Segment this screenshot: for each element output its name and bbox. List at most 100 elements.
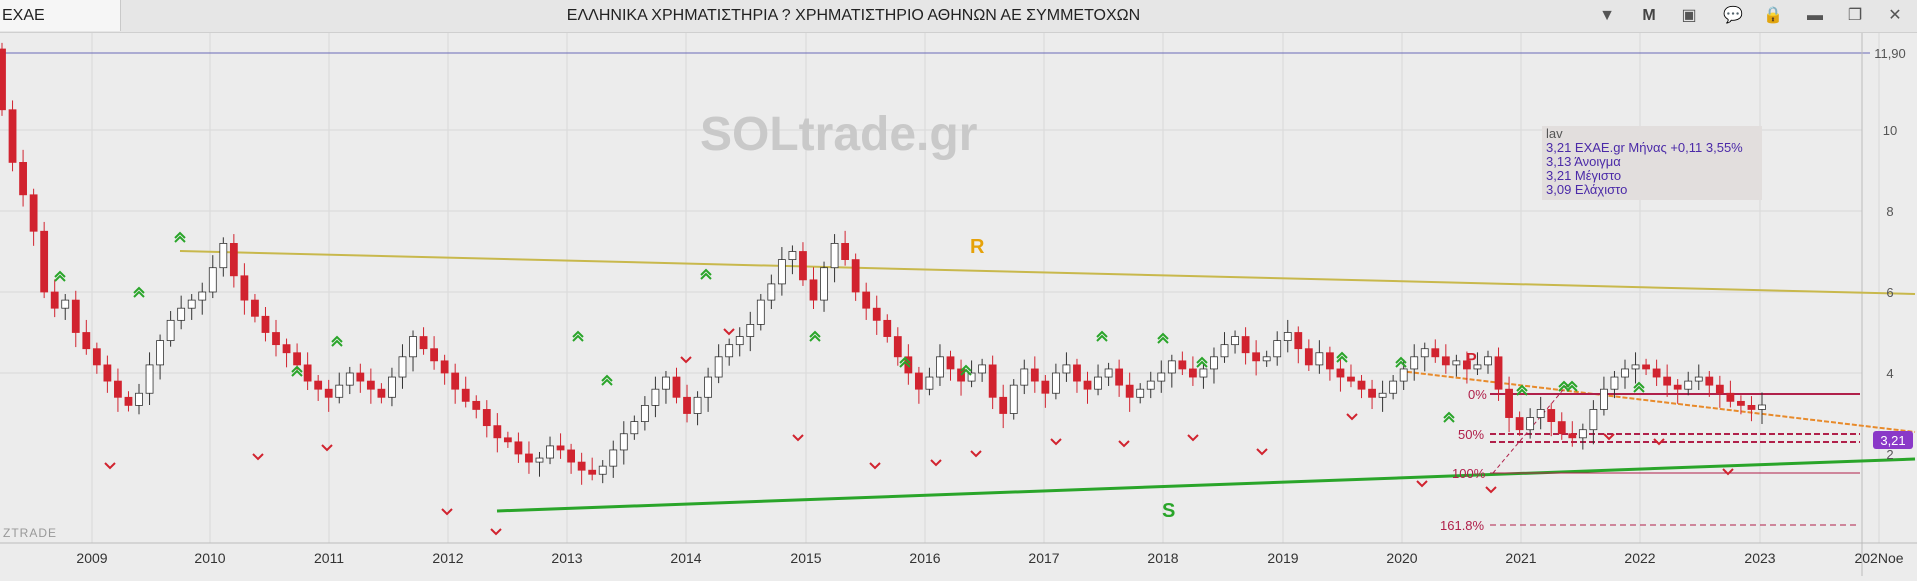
- candle-body: [640, 404, 649, 422]
- candle-body: [1663, 376, 1672, 386]
- candle-body: [777, 259, 786, 285]
- candle-body: [1526, 417, 1535, 431]
- candle-body: [472, 400, 481, 410]
- candle-body: [830, 242, 839, 269]
- candle-body: [946, 356, 955, 370]
- candle-body: [1262, 356, 1271, 362]
- pivot-low-marker: [680, 356, 692, 364]
- candle-body: [893, 336, 902, 358]
- x-tick-label: 2023: [1744, 550, 1775, 566]
- pivot-high-marker: [1096, 330, 1108, 342]
- candle-body: [388, 376, 396, 398]
- info-line-open: 3,13 Άνοιγμα: [1546, 154, 1621, 169]
- pivot-high-marker: [1516, 384, 1528, 396]
- pivot-high-marker: [174, 231, 186, 243]
- candle-body: [482, 409, 491, 427]
- candle-body: [714, 356, 723, 378]
- pivot-low-marker: [970, 450, 982, 458]
- candle-body: [419, 336, 428, 350]
- pivot-markers: [54, 231, 1734, 536]
- candle-body: [92, 348, 101, 366]
- x-tick-label: 2012: [432, 550, 463, 566]
- candle-body: [809, 279, 818, 301]
- support-line: [496, 457, 1916, 513]
- candle-body: [1737, 400, 1745, 406]
- pivot-low-marker: [490, 528, 502, 536]
- pivot-high-marker: [700, 268, 712, 280]
- pivot-low-marker: [1722, 468, 1734, 476]
- candle-body: [609, 449, 618, 467]
- candle-body: [1199, 368, 1208, 378]
- minimize-icon[interactable]: ▬: [1807, 7, 1823, 24]
- close-icon[interactable]: ✕: [1888, 7, 1902, 24]
- candle-body: [145, 364, 154, 394]
- lock-icon[interactable]: 🔒: [1763, 7, 1783, 24]
- candle-body: [366, 380, 375, 390]
- pivot-high-marker: [572, 330, 584, 342]
- candle-body: [925, 376, 934, 390]
- pivot-low-marker: [930, 459, 942, 467]
- resistance-line: [179, 250, 1916, 295]
- candle-body: [1051, 372, 1060, 394]
- candle-body: [1273, 340, 1282, 358]
- candle-body: [546, 445, 554, 459]
- candle-body: [820, 267, 828, 301]
- pivot-high-marker: [1336, 351, 1348, 363]
- info-line-low: 3,09 Ελάχιστο: [1546, 182, 1628, 197]
- window-icon[interactable]: ▣: [1681, 7, 1697, 24]
- chart-canvas[interactable]: SOLtrade.gr 0%50%100%161.8% 11,90108642 …: [0, 33, 1917, 576]
- pivot-high-marker: [601, 374, 613, 386]
- candle-body: [1705, 376, 1714, 386]
- y-tick-label: 4: [1886, 366, 1893, 381]
- chat-icon[interactable]: 💬: [1723, 7, 1743, 24]
- candle-body: [0, 48, 6, 111]
- candle-body: [187, 299, 196, 309]
- candle-body: [883, 319, 892, 337]
- candle-body: [461, 388, 470, 402]
- watermark-text: SOLtrade.gr: [700, 108, 977, 161]
- candle-body: [1347, 376, 1355, 382]
- candle-body: [50, 291, 59, 309]
- fib-level-label: 0%: [1468, 387, 1487, 402]
- price-chart[interactable]: SOLtrade.gr 0% 50% 100% 161.8% 11,90 10 8 6 4 2 …: [0, 33, 1917, 576]
- candle-body: [198, 291, 207, 301]
- candle-body: [1136, 388, 1145, 398]
- candle-body: [1094, 376, 1102, 390]
- candle-body: [598, 465, 607, 475]
- candle-body: [356, 372, 365, 382]
- candle-body: [1231, 336, 1239, 346]
- x-axis: 2009 2010 2011 2012 2013 2014 2015 2016 2017 2018…: [76, 550, 1903, 566]
- candle-body: [1536, 409, 1545, 418]
- candle-body: [1315, 352, 1324, 366]
- pivot-high-marker: [54, 270, 66, 282]
- candle-body: [1441, 356, 1450, 366]
- candle-body: [988, 364, 997, 398]
- candle-body: [1557, 421, 1566, 435]
- candle-body: [282, 344, 291, 354]
- candle-body: [1473, 364, 1482, 370]
- chevron-down-icon[interactable]: ▼: [1599, 7, 1615, 24]
- candle-body: [430, 348, 438, 362]
- candle-body: [1389, 380, 1398, 394]
- candle-body: [229, 242, 238, 277]
- candle-body: [398, 356, 407, 378]
- pivot-low-marker: [252, 453, 264, 461]
- pivot-low-marker: [104, 462, 116, 470]
- period-button[interactable]: M: [1642, 7, 1656, 24]
- x-tick-label: 2016: [909, 550, 940, 566]
- candle-body: [1115, 368, 1124, 386]
- pivot-low-marker: [1603, 433, 1615, 441]
- candle-body: [1600, 388, 1608, 410]
- pivot-low-marker: [1256, 448, 1268, 456]
- candle-body: [683, 396, 691, 414]
- x-tick-label: 2020: [1386, 550, 1417, 566]
- symbol-field[interactable]: EXAE: [0, 0, 121, 31]
- candle-body: [672, 376, 681, 398]
- x-tick-label: 2022: [1624, 550, 1655, 566]
- pivot-low-marker: [1050, 438, 1062, 446]
- candle-body: [999, 396, 1008, 414]
- restore-icon[interactable]: ❐: [1847, 7, 1863, 24]
- candle-body: [409, 336, 417, 358]
- candle-body: [40, 230, 49, 293]
- candle-body: [567, 449, 576, 463]
